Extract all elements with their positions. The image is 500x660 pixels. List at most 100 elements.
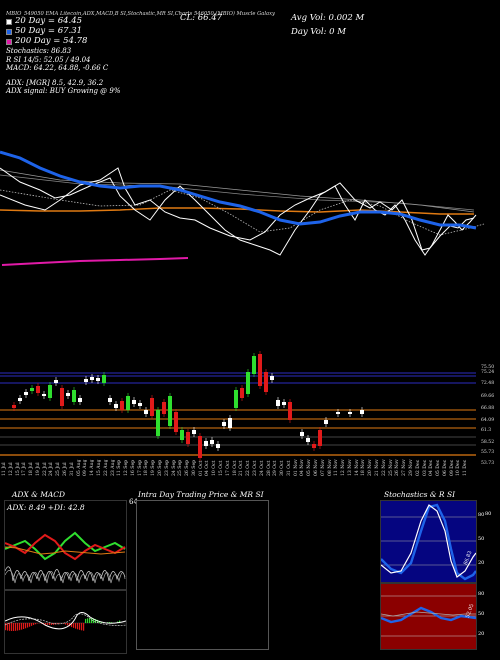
date-axis-label: 21 Oct	[239, 460, 245, 477]
date-axis-label: 15 Oct	[219, 460, 225, 477]
adx-macd-panel-title: ADX & MACD	[12, 490, 66, 499]
macd-histogram	[5, 612, 126, 631]
date-axis-label: 30 Oct	[280, 460, 286, 477]
date-axis-label: 12 Jul	[8, 462, 14, 476]
date-axis-label: 18 Jul	[29, 462, 35, 476]
date-axis-label: 04 Dec	[429, 459, 435, 476]
adx-signal-label: ADX signal: BUY Growing @ 9%	[6, 87, 121, 95]
stoch-tick-80: 80	[485, 511, 492, 517]
ema200-swatch	[6, 39, 12, 45]
macd-bar	[51, 623, 53, 625]
date-axis-label: 23 Sep	[164, 459, 170, 476]
stoch-axis-50: 50	[478, 536, 485, 542]
date-axis-label: 18 Oct	[232, 460, 238, 477]
macd-label: MACD: 64.22, 64.88, -0.66 C	[6, 64, 109, 72]
stoch-rsi-panel-title: Stochastics & R SI	[384, 490, 456, 499]
date-axis-label: 26 Sep	[185, 459, 191, 476]
adx-label: ADX: [MGR] 8.5, 42.9, 36.2	[6, 79, 104, 87]
date-axis-label: 15 Aug	[96, 459, 102, 476]
date-axis-label: 22 Oct	[246, 460, 252, 477]
macd-bar	[89, 618, 91, 623]
intraday-chart-panel	[136, 500, 269, 650]
date-axis-label: 14 Aug	[90, 459, 96, 476]
date-axis-label: 11 Jul	[2, 462, 7, 476]
date-axis-label: 14 Nov	[354, 459, 360, 476]
stoch-axis-80: 80	[478, 512, 485, 518]
macd-bar	[95, 619, 97, 623]
thin-grey-line-2	[0, 174, 475, 211]
price-axis-label: 72.48	[481, 381, 495, 386]
adx-values-label: ADX: 8.49 +DI: 42.8	[7, 503, 85, 512]
macd-bar	[21, 623, 23, 630]
close-price-label: CL: 66.47	[180, 13, 223, 23]
macd-bar	[27, 623, 29, 628]
macd-panel	[4, 590, 127, 654]
date-axis-label: 12 Nov	[341, 459, 347, 476]
date-axis-label: 17 Sep	[137, 459, 143, 476]
macd-bar	[13, 623, 15, 631]
rsi-lines	[381, 595, 476, 637]
ema20-label: 20 Day = 64.45	[15, 16, 83, 26]
date-axis-label: 31 Oct	[286, 460, 292, 477]
date-axis-label: 25 Jul	[56, 462, 62, 476]
adx-lines	[5, 531, 126, 584]
date-axis-label: 13 Nov	[347, 459, 353, 476]
date-axis-label: 27 Nov	[402, 459, 408, 476]
stochastics-panel: 80 86.83	[380, 500, 491, 583]
macd-bar	[47, 623, 49, 625]
date-axis-label: 19 Jul	[35, 462, 41, 476]
date-axis-label: 28 Oct	[266, 460, 272, 477]
macd-bar	[119, 620, 121, 623]
macd-bar	[53, 623, 55, 625]
price-axis-label: 58.52	[481, 440, 495, 445]
date-axis-label: 20 Sep	[158, 459, 163, 476]
macd-bar	[67, 623, 69, 626]
ema200-line	[1, 257, 189, 266]
rsi-axis-50: 50	[478, 611, 485, 617]
date-axis-label: 23 Oct	[252, 460, 258, 477]
date-axis-label: 22 Aug	[103, 459, 109, 476]
date-axis-label: 04 Oct	[205, 460, 211, 477]
price-axis-label: 64.09	[481, 418, 495, 423]
intraday-panel-title: Intra Day Trading Price & MR SI	[138, 490, 264, 499]
date-axis-label: 29 Oct	[273, 460, 279, 477]
macd-bar	[87, 618, 89, 623]
macd-bar	[117, 621, 119, 623]
date-axis-label: 25 Sep	[178, 459, 184, 476]
rsi-label: R SI 14/5: 52.05 / 49.04	[6, 56, 91, 64]
date-axis-label: 10 Oct	[212, 460, 218, 477]
macd-bar	[41, 623, 43, 624]
date-axis-label: 05 Aug	[76, 459, 82, 476]
macd-bar	[75, 623, 77, 629]
macd-bar	[111, 622, 113, 623]
avg-volume-label: Avg Vol: 0.002 M	[291, 13, 365, 23]
macd-bar	[57, 623, 59, 625]
price-axis-label: 75.24	[481, 370, 495, 375]
macd-bar	[9, 623, 11, 631]
date-axis-label: 11 Nov	[334, 459, 340, 476]
header-info-line: MBIO_549050 EMA Litecoin,ADX,MACD,B SI,S…	[6, 11, 275, 17]
stoch-axis-20: 20	[478, 560, 485, 566]
date-axis-label: 12 Sep	[124, 459, 130, 476]
macd-bar	[65, 623, 67, 625]
macd-bar	[15, 623, 17, 631]
day-volume-label: Day Vol: 0 M	[291, 27, 346, 37]
macd-bar	[83, 623, 85, 631]
macd-bar	[7, 623, 9, 631]
date-axis-label: 23 Aug	[110, 459, 116, 476]
white-wave-line	[0, 167, 475, 251]
stochastics-lines	[381, 503, 476, 581]
rsi-axis-80: 80	[478, 591, 485, 597]
macd-bar	[11, 623, 13, 631]
date-axis-label: 19 Sep	[151, 459, 157, 476]
candlesticks	[12, 351, 364, 461]
macd-bar	[17, 623, 19, 631]
price-axis-label: 55.73	[481, 450, 495, 455]
rsi-panel: 52.05	[380, 583, 477, 650]
date-axis-label: 17 Jul	[22, 462, 28, 476]
date-axis-label: 01 Oct	[198, 460, 204, 477]
price-axis-label: 53.73	[481, 461, 495, 466]
macd-bar	[23, 623, 25, 629]
macd-bar	[93, 618, 95, 623]
date-axis-label: 26 Nov	[395, 459, 401, 476]
